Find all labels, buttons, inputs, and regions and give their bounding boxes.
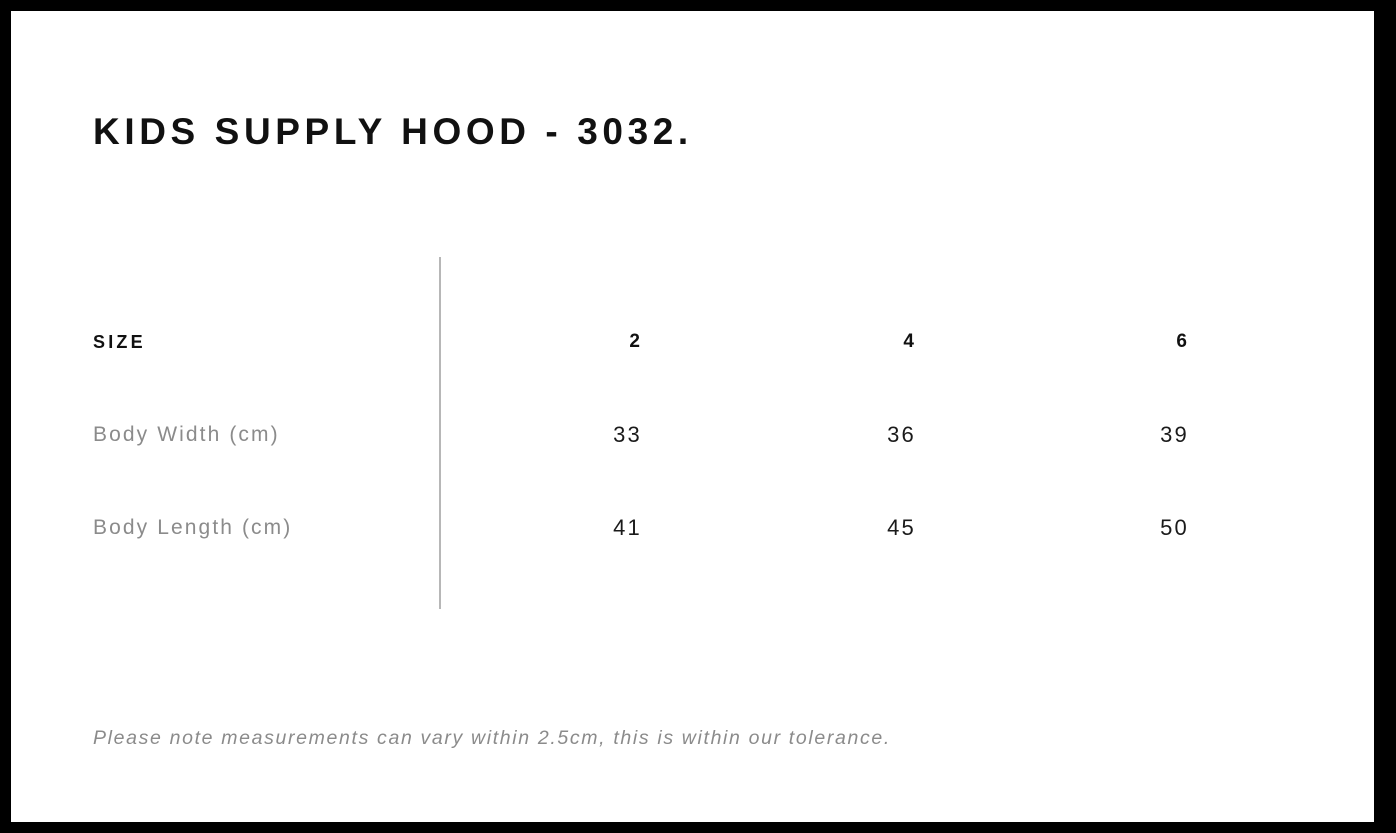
table-row: Body Length (cm) 41 45 50	[11, 508, 1374, 548]
row-label-body-length: Body Length (cm)	[93, 516, 293, 539]
measurement-tolerance-note: Please note measurements can vary within…	[93, 727, 891, 749]
table-header-row: SIZE 2 4 6	[11, 322, 1374, 362]
cell-body-length-size-2: 41	[613, 515, 642, 540]
cell-body-length-size-6: 50	[1160, 515, 1189, 540]
size-column-header: SIZE	[93, 332, 146, 352]
page-title: KIDS SUPPLY HOOD - 3032.	[93, 111, 693, 152]
size-chart-card: KIDS SUPPLY HOOD - 3032. SIZE 2 4 6 Body…	[11, 11, 1374, 822]
cell-body-width-size-4: 36	[887, 422, 916, 447]
size-header-2: 2	[629, 331, 642, 352]
row-label-body-width: Body Width (cm)	[93, 423, 280, 446]
size-header-6: 6	[1176, 331, 1189, 352]
size-header-4: 4	[903, 331, 916, 352]
cell-body-width-size-2: 33	[613, 422, 642, 447]
table-row: Body Width (cm) 33 36 39	[11, 415, 1374, 455]
column-divider	[439, 257, 441, 609]
cell-body-length-size-4: 45	[887, 515, 916, 540]
cell-body-width-size-6: 39	[1160, 422, 1189, 447]
